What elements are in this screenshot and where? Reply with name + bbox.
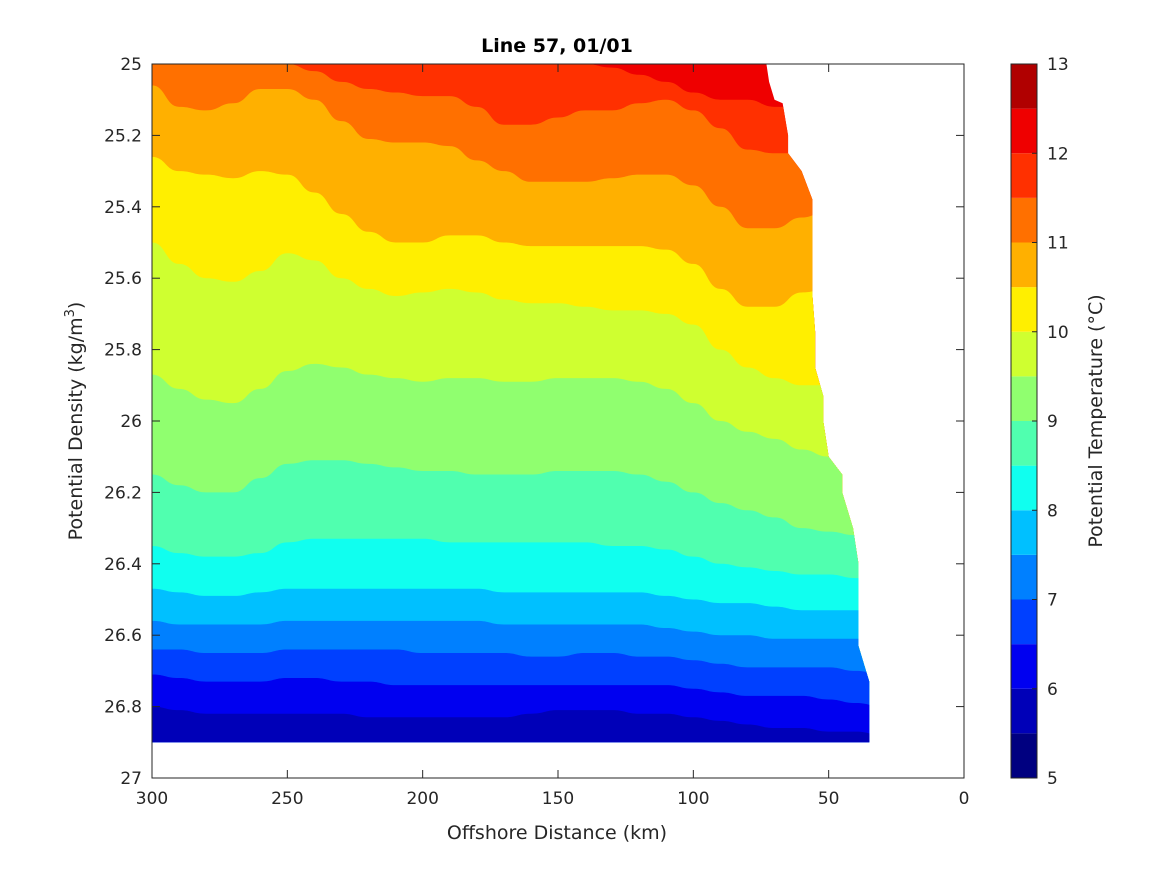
colorbar-swatch-10.5 xyxy=(1011,242,1037,288)
plot-axes: 300 250 200 150 100 50 0 25 25.2 25.4 25.6 25.8 26 26… xyxy=(104,55,969,809)
x-tick-label: 150 xyxy=(542,789,574,809)
y-tick-label: 25.8 xyxy=(104,341,142,361)
x-tick-label: 0 xyxy=(959,789,970,809)
y-tick-label: 25.6 xyxy=(104,269,142,289)
colorbar-swatch-11 xyxy=(1011,197,1037,243)
contour-bands xyxy=(152,64,870,743)
x-tick-label: 300 xyxy=(136,789,168,809)
y-tick-label: 25 xyxy=(120,55,142,75)
colorbar-tick-label: 13 xyxy=(1047,55,1069,75)
y-tick-label: 26.8 xyxy=(104,698,142,718)
x-tick-label: 250 xyxy=(271,789,303,809)
colorbar-swatch-9 xyxy=(1011,376,1037,421)
colorbar-swatch-6 xyxy=(1011,644,1037,689)
colorbar-tick-label: 12 xyxy=(1047,144,1069,164)
colorbar-tick-label: 11 xyxy=(1047,234,1069,254)
y-tick-label: 26 xyxy=(120,412,142,432)
y-tick-label: 27 xyxy=(120,769,142,789)
colorbar-tick-label: 9 xyxy=(1047,412,1058,432)
y-tick-label: 25.4 xyxy=(104,198,142,218)
colorbar-swatch-11.5 xyxy=(1011,153,1037,198)
colorbar-tick-label: 10 xyxy=(1047,323,1069,343)
colorbar-swatch-5 xyxy=(1011,733,1037,778)
colorbar-tick-label: 6 xyxy=(1047,680,1058,700)
colorbar-tick-label: 5 xyxy=(1047,769,1058,789)
colorbar-swatch-6.5 xyxy=(1011,599,1037,645)
y-axis-label: Potential Density (kg/m3) xyxy=(63,302,87,541)
y-axis-label-end: ) xyxy=(65,302,87,309)
colorbar-swatch-9.5 xyxy=(1011,331,1037,377)
colorbar-label: Potential Temperature (°C) xyxy=(1085,294,1107,547)
x-tick-label: 100 xyxy=(677,789,709,809)
x-axis-label: Offshore Distance (km) xyxy=(447,822,667,844)
colorbar-swatch-5.5 xyxy=(1011,688,1037,734)
temperature-band-6 xyxy=(152,706,870,743)
colorbar-tick-label: 8 xyxy=(1047,501,1058,521)
x-tick-label: 50 xyxy=(818,789,840,809)
colorbar-swatch-8.5 xyxy=(1011,421,1037,466)
y-axis-label-superscript: 3 xyxy=(63,309,78,317)
colorbar-swatch-12.5 xyxy=(1011,64,1037,109)
colorbar-swatch-12 xyxy=(1011,108,1037,154)
y-tick-label: 26.6 xyxy=(104,626,142,646)
y-tick-label: 25.2 xyxy=(104,126,142,146)
colorbar-swatch-7.5 xyxy=(1011,510,1037,555)
chart-title: Line 57, 01/01 xyxy=(481,35,633,57)
colorbar-tick-label: 7 xyxy=(1047,591,1058,611)
x-tick-label: 200 xyxy=(406,789,438,809)
y-axis-label-main: Potential Density (kg/m xyxy=(65,317,87,540)
colorbar: 5 6 7 8 9 10 11 12 13 xyxy=(1010,55,1069,789)
contour-plot xyxy=(152,64,870,743)
colorbar-swatch-10 xyxy=(1011,287,1037,332)
colorbar-swatch-7 xyxy=(1011,554,1037,600)
colorbar-swatch-8 xyxy=(1011,465,1037,511)
y-tick-label: 26.2 xyxy=(104,483,142,503)
y-tick-label: 26.4 xyxy=(104,555,142,575)
